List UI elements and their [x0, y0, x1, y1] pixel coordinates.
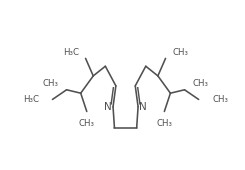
Text: H₃C: H₃C [63, 48, 79, 57]
Text: H₃C: H₃C [23, 95, 39, 104]
Text: CH₃: CH₃ [172, 48, 188, 57]
Text: N: N [104, 102, 112, 112]
Text: CH₃: CH₃ [212, 95, 228, 104]
Text: CH₃: CH₃ [192, 79, 208, 88]
Text: CH₃: CH₃ [79, 119, 95, 128]
Text: CH₃: CH₃ [43, 79, 59, 88]
Text: N: N [139, 102, 147, 112]
Text: CH₃: CH₃ [156, 119, 172, 128]
